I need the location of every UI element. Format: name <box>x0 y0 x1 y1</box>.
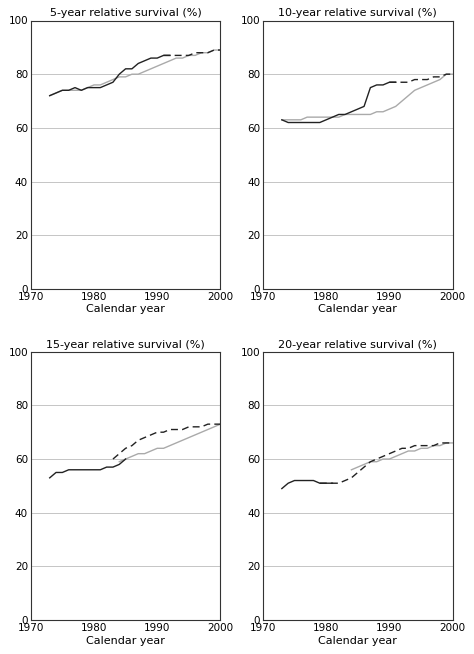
Title: 15-year relative survival (%): 15-year relative survival (%) <box>46 339 205 349</box>
Title: 10-year relative survival (%): 10-year relative survival (%) <box>278 9 437 18</box>
X-axis label: Calendar year: Calendar year <box>86 305 165 315</box>
X-axis label: Calendar year: Calendar year <box>319 636 397 645</box>
Title: 20-year relative survival (%): 20-year relative survival (%) <box>278 339 437 349</box>
X-axis label: Calendar year: Calendar year <box>319 305 397 315</box>
X-axis label: Calendar year: Calendar year <box>86 636 165 645</box>
Title: 5-year relative survival (%): 5-year relative survival (%) <box>50 9 201 18</box>
